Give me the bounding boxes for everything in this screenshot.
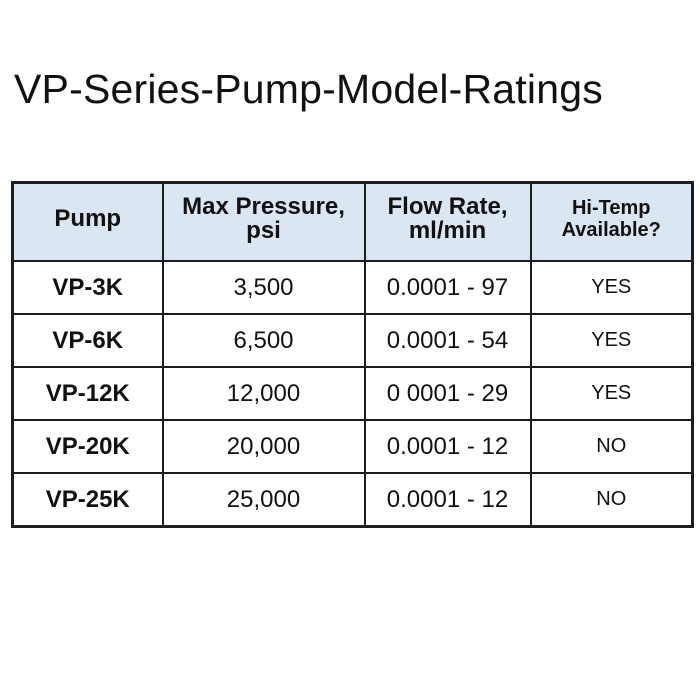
table-row: VP-12K 12,000 0 0001 - 29 YES: [11, 366, 694, 421]
cell-pump: VP-6K: [11, 313, 164, 368]
header-pump: Pump: [11, 181, 164, 262]
table-row: VP-3K 3,500 0.0001 - 97 YES: [11, 260, 694, 315]
page-title: VP-Series-Pump-Model-Ratings: [14, 66, 603, 112]
table-row: VP-20K 20,000 0.0001 - 12 NO: [11, 419, 694, 474]
header-flow-rate-line-1: Flow Rate,: [387, 193, 508, 220]
cell-hi-temp: NO: [529, 472, 694, 528]
table-header: Pump Max Pressure, psi Flow Rate, ml/min…: [11, 181, 694, 262]
cell-max-pressure: 6,500: [161, 313, 366, 368]
cell-pump: VP-20K: [11, 419, 164, 474]
cell-flow-rate: 0.0001 - 97: [363, 260, 532, 315]
cell-flow-rate: 0.0001 - 12: [363, 472, 532, 528]
cell-max-pressure: 12,000: [161, 366, 366, 421]
cell-flow-rate: 0 0001 - 29: [363, 366, 532, 421]
table-body: VP-3K 3,500 0.0001 - 97 YES VP-6K 6,500 …: [11, 260, 694, 528]
cell-flow-rate: 0.0001 - 54: [363, 313, 532, 368]
header-row: Pump Max Pressure, psi Flow Rate, ml/min…: [11, 181, 694, 262]
pump-ratings-table: Pump Max Pressure, psi Flow Rate, ml/min…: [11, 181, 694, 528]
cell-hi-temp: YES: [529, 313, 694, 368]
cell-flow-rate: 0.0001 - 12: [363, 419, 532, 474]
cell-pump: VP-25K: [11, 472, 164, 528]
table-row: VP-25K 25,000 0.0001 - 12 NO: [11, 472, 694, 528]
header-pump-line-1: Pump: [54, 205, 122, 232]
cell-hi-temp: NO: [529, 419, 694, 474]
header-hi-temp-line-1: Hi-Temp: [571, 197, 651, 219]
header-max-pressure-line-1: Max Pressure,: [182, 193, 345, 220]
header-flow-rate: Flow Rate, ml/min: [363, 181, 532, 262]
cell-max-pressure: 3,500: [161, 260, 366, 315]
cell-max-pressure: 25,000: [161, 472, 366, 528]
header-flow-rate-line-2: ml/min: [408, 217, 487, 244]
header-hi-temp-line-2: Available?: [561, 219, 661, 241]
header-max-pressure: Max Pressure, psi: [161, 181, 366, 262]
cell-hi-temp: YES: [529, 366, 694, 421]
header-max-pressure-line-2: psi: [246, 217, 281, 244]
cell-pump: VP-12K: [11, 366, 164, 421]
cell-max-pressure: 20,000: [161, 419, 366, 474]
header-hi-temp: Hi-Temp Available?: [529, 181, 694, 262]
cell-hi-temp: YES: [529, 260, 694, 315]
cell-pump: VP-3K: [11, 260, 164, 315]
table-row: VP-6K 6,500 0.0001 - 54 YES: [11, 313, 694, 368]
